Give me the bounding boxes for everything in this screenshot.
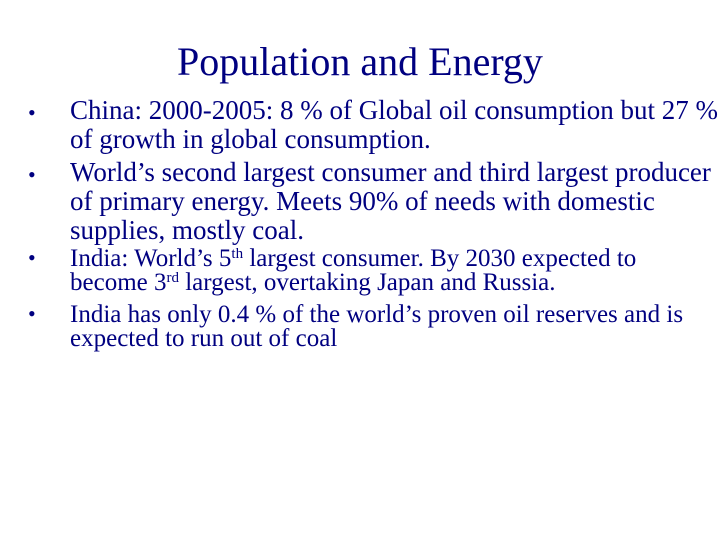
- slide-title: Population and Energy: [0, 38, 720, 86]
- bullet-item: • China: 2000-2005: 8 % of Global oil co…: [28, 96, 718, 154]
- bullet-dot-icon: •: [28, 301, 36, 326]
- bullet-item: • India has only 0.4 % of the world’s pr…: [28, 301, 718, 352]
- bullet-dot-icon: •: [28, 162, 36, 187]
- bullet-text: World’s second largest consumer and thir…: [70, 157, 711, 245]
- bullet-item: • India: World’s 5th largest consumer. B…: [28, 245, 718, 296]
- bullet-text: China: 2000-2005: 8 % of Global oil cons…: [70, 95, 718, 154]
- bullet-text-part: largest, overtaking Japan and Russia.: [178, 269, 556, 296]
- bullet-dot-icon: •: [28, 100, 36, 125]
- bullet-text: India has only 0.4 % of the world’s prov…: [70, 301, 684, 352]
- superscript: th: [231, 245, 244, 262]
- superscript: rd: [166, 269, 179, 286]
- bullet-dot-icon: •: [28, 245, 36, 270]
- bullet-text-part: India: World’s 5: [70, 245, 232, 272]
- bullet-list: • China: 2000-2005: 8 % of Global oil co…: [28, 96, 718, 352]
- bullet-item: • World’s second largest consumer and th…: [28, 158, 718, 245]
- slide-title-text: Population and Energy: [177, 39, 543, 84]
- bullet-text-part: largest consumer. By 2030 expected to be…: [70, 245, 637, 296]
